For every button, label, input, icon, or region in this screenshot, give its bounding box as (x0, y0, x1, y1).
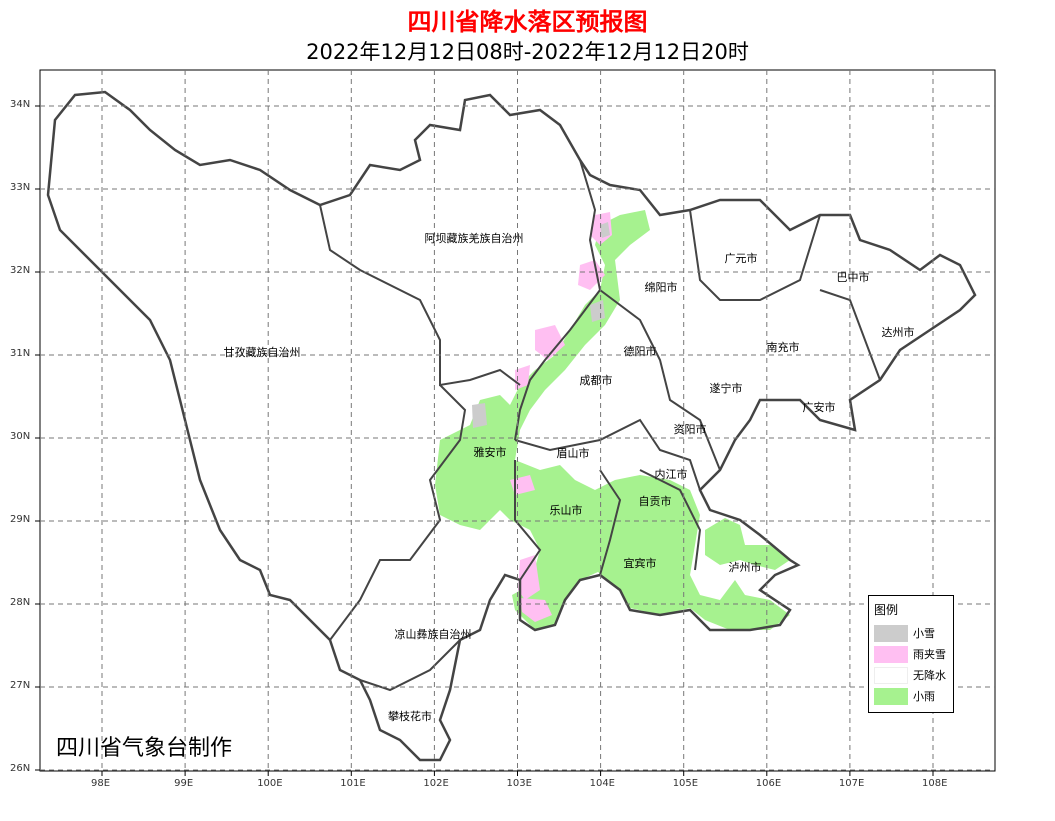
x-tick-label: 100E (257, 778, 283, 789)
x-tick-label: 99E (174, 778, 194, 789)
legend-label: 小雪 (913, 627, 935, 640)
legend-item-sleet: 雨夹雪 (874, 645, 946, 663)
region-label-neijiang: 内江市 (654, 468, 688, 481)
y-tick-label: 31N (10, 348, 31, 359)
x-tick-label: 108E (922, 778, 948, 789)
y-tick-label: 28N (10, 597, 31, 608)
light-rain-area (435, 210, 790, 630)
legend-label: 无降水 (913, 669, 946, 682)
legend-swatch (874, 645, 908, 663)
region-label-zigong: 自贡市 (638, 495, 672, 508)
map-subtitle: 2022年12月12日08时-2022年12月12日20时 (306, 40, 749, 64)
y-tick-label: 26N (10, 763, 31, 774)
province-boundary (46, 90, 977, 762)
region-label-yibin: 宜宾市 (623, 557, 657, 570)
x-tick-label: 102E (423, 778, 449, 789)
legend-item-no-precip: 无降水 (874, 666, 946, 684)
y-tick-label: 30N (10, 431, 31, 442)
x-tick-label: 104E (589, 778, 615, 789)
region-label-liangshan: 凉山彝族自治州 (394, 628, 472, 641)
legend-label: 雨夹雪 (913, 648, 946, 661)
x-tick-label: 107E (838, 778, 865, 789)
region-label-dazhou: 达州市 (881, 326, 915, 339)
legend-item-light-snow: 小雪 (874, 624, 935, 642)
x-tick-label: 101E (340, 778, 366, 789)
region-label-guangyuan: 广元市 (724, 252, 758, 265)
region-label-yaan: 雅安市 (473, 446, 507, 459)
x-tick-label: 98E (91, 778, 111, 789)
legend: 图例 小雪 雨夹雪 无降水 小雨 (868, 595, 954, 713)
region-label-deyang: 德阳市 (623, 345, 657, 358)
y-tick-label: 29N (10, 514, 31, 525)
region-label-bazhong: 巴中市 (836, 271, 870, 284)
region-label-chengdu: 成都市 (579, 374, 613, 387)
credit-text: 四川省气象台制作 (56, 736, 233, 761)
region-label-mianyang: 绵阳市 (644, 281, 678, 294)
y-tick-label: 32N (10, 265, 31, 276)
region-label-meishan: 眉山市 (556, 447, 590, 460)
x-tick-label: 105E (672, 778, 699, 789)
region-label-guangan: 广安市 (802, 401, 836, 414)
legend-label: 小雨 (913, 690, 935, 703)
y-tick-label: 27N (10, 680, 31, 691)
region-label-leshan: 乐山市 (549, 504, 583, 517)
legend-title: 图例 (874, 603, 899, 617)
legend-swatch (874, 687, 908, 705)
region-label-panzhihua: 攀枝花市 (388, 710, 432, 723)
y-tick-label: 34N (10, 99, 31, 110)
legend-item-light-rain: 小雨 (874, 687, 935, 705)
region-label-ganzi: 甘孜藏族自治州 (223, 346, 301, 359)
region-label-ziyang: 资阳市 (673, 423, 707, 436)
light-rain-area (705, 518, 790, 570)
x-tick-label: 103E (506, 778, 532, 789)
region-label-aba: 阿坝藏族羌族自治州 (424, 232, 524, 245)
region-label-luzhou: 泸州市 (728, 561, 762, 574)
x-tick-label: 106E (755, 778, 782, 789)
legend-swatch (874, 666, 908, 684)
graticule (35, 70, 995, 776)
region-label-suining: 遂宁市 (709, 382, 743, 395)
prefecture-boundaries (319, 159, 881, 692)
map-title: 四川省降水落区预报图 (407, 8, 648, 36)
legend-swatch (874, 624, 908, 642)
region-label-nanchong: 南充市 (766, 341, 800, 354)
y-tick-label: 33N (10, 182, 31, 193)
